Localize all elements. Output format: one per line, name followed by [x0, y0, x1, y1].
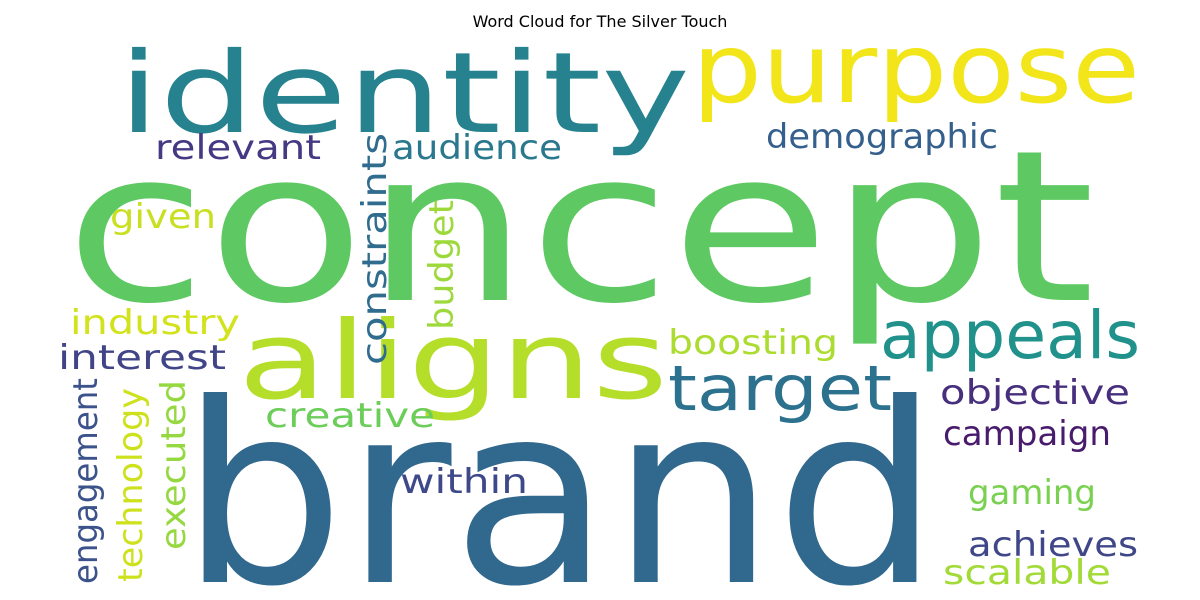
word-target: target [668, 352, 892, 425]
word-aligns: aligns [238, 299, 668, 424]
word-creative: creative [265, 396, 435, 436]
word-audience: audience [392, 128, 562, 168]
word-interest: interest [58, 338, 226, 378]
word-concept: concept [65, 105, 1095, 350]
chart-title: Word Cloud for The Silver Touch [472, 12, 728, 31]
word-objective: objective [940, 373, 1130, 413]
word-given: given [110, 197, 216, 237]
word-campaign: campaign [943, 414, 1111, 454]
word-purpose: purpose [692, 13, 1140, 125]
word-demographic: demographic [766, 117, 998, 157]
word-gaming: gaming [968, 473, 1096, 513]
word-achieves: achieves [968, 525, 1138, 565]
word-constraints: constraints [355, 133, 395, 365]
word-within: within [400, 462, 528, 502]
word-relevant: relevant [155, 128, 321, 168]
word-appeals: appeals [880, 297, 1140, 374]
word-budget: budget [422, 200, 462, 330]
word-technology: technology [111, 388, 151, 582]
word-brand: brand [180, 350, 940, 600]
word-industry: industry [70, 303, 240, 343]
word-engagement: engagement [66, 378, 106, 584]
word-executed: executed [154, 380, 194, 550]
word-boosting: boosting [668, 323, 838, 363]
word-identity: identity [118, 29, 690, 159]
word-scalable: scalable [943, 553, 1111, 593]
